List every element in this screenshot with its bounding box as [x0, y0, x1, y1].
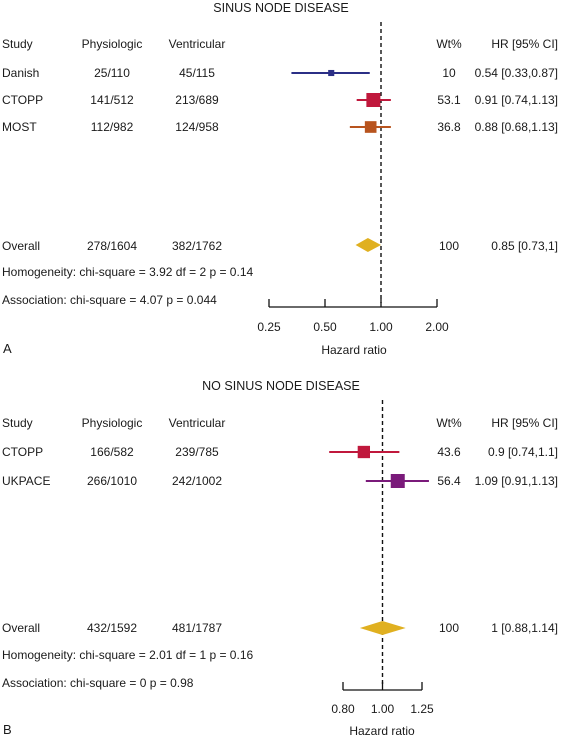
study-weight: 10 — [442, 66, 456, 80]
study-hr: 1.09 [0.91,1.13] — [475, 474, 558, 488]
panel-b-homogeneity: Homogeneity: chi-square = 2.01 df = 1 p … — [2, 648, 253, 662]
panel-b-header-weight: Wt% — [436, 416, 462, 430]
panel-b-header-hr: HR [95% CI] — [491, 416, 558, 430]
overall-hr: 0.85 [0.73,1] — [491, 239, 558, 253]
overall-hr: 1 [0.88,1.14] — [491, 621, 558, 635]
study-hr: 0.91 [0.74,1.13] — [475, 93, 558, 107]
study-name: UKPACE — [2, 474, 50, 488]
panel-a-homogeneity: Homogeneity: chi-square = 3.92 df = 2 p … — [2, 265, 253, 279]
panel-a-overall-row: Overall 278/1604 382/1762 100 0.85 [0.73… — [2, 239, 558, 253]
study-weight: 36.8 — [437, 120, 461, 134]
x-axis-tick-label: 1.00 — [369, 320, 393, 334]
ventricular-count: 45/115 — [179, 66, 215, 80]
overall-name: Overall — [2, 621, 40, 635]
study-name: CTOPP — [2, 93, 43, 107]
physiologic-count: 112/982 — [91, 120, 134, 134]
x-axis-tick-label: 0.80 — [331, 702, 355, 716]
overall-ventricular: 382/1762 — [172, 239, 222, 253]
overall-ventricular: 481/1787 — [172, 621, 222, 635]
x-axis-tick-label: 1.25 — [410, 702, 434, 716]
physiologic-count: 25/110 — [94, 66, 130, 80]
study-point-square — [357, 445, 371, 459]
study-name: CTOPP — [2, 445, 43, 459]
study-weight: 53.1 — [437, 93, 461, 107]
panel-a-row-2: CTOPP 141/512 213/689 53.1 0.91 [0.74,1.… — [2, 93, 558, 107]
study-point-square — [364, 121, 377, 133]
panel-a-title: SINUS NODE DISEASE — [213, 1, 348, 15]
physiologic-count: 266/1010 — [87, 474, 137, 488]
overall-diamond — [355, 238, 381, 252]
panel-b-header-ventricular: Ventricular — [169, 416, 226, 430]
physiologic-count: 166/582 — [90, 445, 134, 459]
panel-a-plot-area: 0.25 0.50 1.00 2.00 — [257, 22, 449, 334]
ventricular-count: 242/1002 — [172, 474, 222, 488]
panel-a-row-3: MOST 112/982 124/958 36.8 0.88 [0.68,1.1… — [2, 120, 558, 134]
panel-a-letter: A — [3, 341, 12, 356]
panel-b-axis-label: Hazard ratio — [349, 724, 415, 738]
physiologic-count: 141/512 — [90, 93, 134, 107]
x-axis-tick-label: 0.25 — [257, 320, 281, 334]
panel-a-header-weight: Wt% — [436, 37, 462, 51]
panel-b-row-2: UKPACE 266/1010 242/1002 56.4 1.09 [0.91… — [2, 474, 558, 488]
study-point-square — [328, 69, 335, 77]
overall-name: Overall — [2, 239, 40, 253]
panel-b: NO SINUS NODE DISEASE Study Physiologic … — [2, 379, 558, 738]
study-hr: 0.88 [0.68,1.13] — [475, 120, 558, 134]
study-point-square — [366, 93, 381, 107]
panel-a-axis-label: Hazard ratio — [321, 343, 387, 357]
overall-physiologic: 432/1592 — [87, 621, 137, 635]
ventricular-count: 213/689 — [175, 93, 219, 107]
panel-b-overall-row: Overall 432/1592 481/1787 100 1 [0.88,1.… — [2, 621, 558, 635]
panel-a-header-physiologic: Physiologic — [82, 37, 143, 51]
panel-b-letter: B — [3, 722, 12, 737]
panel-b-title: NO SINUS NODE DISEASE — [202, 379, 360, 393]
study-weight: 43.6 — [437, 445, 461, 459]
x-axis-tick-label: 0.50 — [313, 320, 337, 334]
x-axis-tick-label: 1.00 — [371, 702, 395, 716]
ventricular-count: 239/785 — [175, 445, 219, 459]
study-name: MOST — [2, 120, 37, 134]
study-name: Danish — [2, 66, 39, 80]
panel-a-row-1: Danish 25/110 45/115 10 0.54 [0.33,0.87] — [2, 66, 558, 80]
panel-b-header-physiologic: Physiologic — [82, 416, 143, 430]
overall-diamond — [359, 621, 406, 635]
panel-a: SINUS NODE DISEASE Study Physiologic Ven… — [2, 1, 558, 357]
overall-physiologic: 278/1604 — [87, 239, 137, 253]
panel-a-association: Association: chi-square = 4.07 p = 0.044 — [2, 293, 217, 307]
panel-b-header-study: Study — [2, 416, 33, 430]
study-weight: 56.4 — [437, 474, 461, 488]
panel-b-association: Association: chi-square = 0 p = 0.98 — [2, 676, 194, 690]
panel-b-row-1: CTOPP 166/582 239/785 43.6 0.9 [0.74,1.1… — [2, 445, 558, 459]
overall-weight: 100 — [439, 621, 459, 635]
panel-a-header-study: Study — [2, 37, 33, 51]
panel-a-header-hr: HR [95% CI] — [491, 37, 558, 51]
study-hr: 0.54 [0.33,0.87] — [475, 66, 558, 80]
overall-weight: 100 — [439, 239, 459, 253]
ventricular-count: 124/958 — [175, 120, 219, 134]
study-point-square — [390, 474, 405, 488]
study-hr: 0.9 [0.74,1.1] — [488, 445, 558, 459]
x-axis-tick-label: 2.00 — [425, 320, 449, 334]
panel-a-header-ventricular: Ventricular — [169, 37, 226, 51]
panel-b-plot-area: 0.80 1.00 1.25 — [329, 400, 434, 716]
